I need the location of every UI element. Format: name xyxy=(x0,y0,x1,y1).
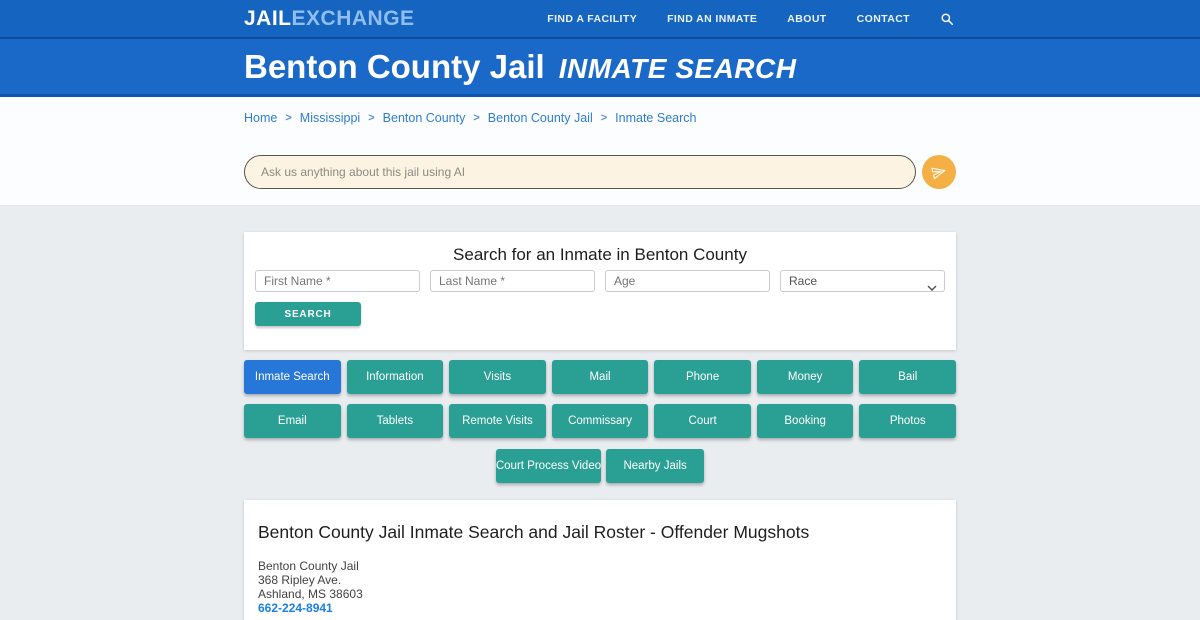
logo-part-exchange: EXCHANGE xyxy=(291,6,415,30)
tile-nearby-jails[interactable]: Nearby Jails xyxy=(606,449,705,483)
chevron-right-icon: > xyxy=(285,112,292,124)
tile-money[interactable]: Money xyxy=(756,360,854,394)
ai-search-row xyxy=(244,155,956,189)
breadcrumb-mississippi[interactable]: Mississippi xyxy=(299,111,361,125)
ai-send-button[interactable] xyxy=(922,155,956,189)
page-subtitle: INMATE SEARCH xyxy=(558,52,797,84)
tile-email[interactable]: Email xyxy=(244,404,341,438)
page-banner: Benton County Jail INMATE SEARCH xyxy=(0,39,1200,97)
roster-card: Benton County Jail Inmate Search and Jai… xyxy=(244,500,956,620)
tile-photos[interactable]: Photos xyxy=(859,404,957,438)
address-line-city: Ashland, MS 38603 xyxy=(258,586,363,601)
race-select[interactable]: Race xyxy=(780,270,945,292)
race-select-wrap: Race xyxy=(780,270,945,292)
nav-contact[interactable]: CONTACT xyxy=(856,12,910,25)
nav-about[interactable]: ABOUT xyxy=(787,12,827,25)
breadcrumb-benton-county[interactable]: Benton County xyxy=(382,111,466,125)
roster-heading: Benton County Jail Inmate Search and Jai… xyxy=(258,522,810,542)
tile-mail[interactable]: Mail xyxy=(551,360,649,394)
jailexchange-logo[interactable]: JAILEXCHANGE xyxy=(244,7,415,31)
tile-visits[interactable]: Visits xyxy=(449,360,546,394)
tile-row-3: Court Process Video Nearby Jails xyxy=(244,449,956,483)
breadcrumb-home[interactable]: Home xyxy=(244,111,278,125)
tile-remote-visits[interactable]: Remote Visits xyxy=(449,404,546,438)
tile-tablets[interactable]: Tablets xyxy=(346,404,444,438)
tile-court[interactable]: Court xyxy=(654,404,751,438)
last-name-field[interactable] xyxy=(430,270,595,292)
tile-commissary[interactable]: Commissary xyxy=(551,404,649,438)
banner-inner: Benton County Jail INMATE SEARCH xyxy=(244,39,796,94)
ai-search-input[interactable] xyxy=(244,155,916,189)
first-name-field[interactable] xyxy=(255,270,420,292)
chevron-right-icon: > xyxy=(473,112,480,124)
page-title: Benton County Jail xyxy=(244,47,545,85)
tile-row-2: Email Tablets Remote Visits Commissary C… xyxy=(244,404,957,438)
search-button[interactable]: SEARCH xyxy=(255,302,361,326)
top-header-bar: JAILEXCHANGE FIND A FACILITY FIND AN INM… xyxy=(0,0,1200,39)
form-fields-row: Race xyxy=(255,270,945,292)
age-field[interactable] xyxy=(605,270,770,292)
tile-bail[interactable]: Bail xyxy=(859,360,957,394)
tile-information[interactable]: Information xyxy=(346,360,444,394)
address-line-street: 368 Ripley Ave. xyxy=(258,572,342,587)
tile-row-1: Inmate Search Information Visits Mail Ph… xyxy=(244,360,957,394)
inmate-search-form-card: Search for an Inmate in Benton County Ra… xyxy=(244,232,956,350)
chevron-right-icon: > xyxy=(600,112,608,124)
send-icon xyxy=(929,162,948,181)
search-icon[interactable] xyxy=(940,12,954,26)
tile-inmate-search[interactable]: Inmate Search xyxy=(244,360,341,394)
tile-booking[interactable]: Booking xyxy=(756,404,854,438)
breadcrumb-search-strip: Home > Mississippi > Benton County > Ben… xyxy=(0,97,1200,206)
tile-phone[interactable]: Phone xyxy=(654,360,751,394)
top-header-inner: JAILEXCHANGE FIND A FACILITY FIND AN INM… xyxy=(244,0,954,37)
top-navigation: FIND A FACILITY FIND AN INMATE ABOUT CON… xyxy=(547,12,954,26)
tile-court-process-video[interactable]: Court Process Video xyxy=(495,449,602,483)
address-line-name: Benton County Jail xyxy=(258,559,359,573)
nav-find-a-facility[interactable]: FIND A FACILITY xyxy=(547,12,638,25)
logo-part-jail: JAIL xyxy=(244,6,292,30)
form-title: Search for an Inmate in Benton County xyxy=(453,245,747,264)
breadcrumb: Home > Mississippi > Benton County > Ben… xyxy=(244,111,696,125)
nav-find-an-inmate[interactable]: FIND AN INMATE xyxy=(667,12,758,25)
chevron-right-icon: > xyxy=(368,112,375,124)
breadcrumb-benton-county-jail[interactable]: Benton County Jail xyxy=(487,111,593,125)
phone-link[interactable]: 662-224-8941 xyxy=(258,600,333,615)
breadcrumb-inmate-search[interactable]: Inmate Search xyxy=(615,111,697,125)
jail-address-block: Benton County Jail 368 Ripley Ave. Ashla… xyxy=(244,543,956,616)
